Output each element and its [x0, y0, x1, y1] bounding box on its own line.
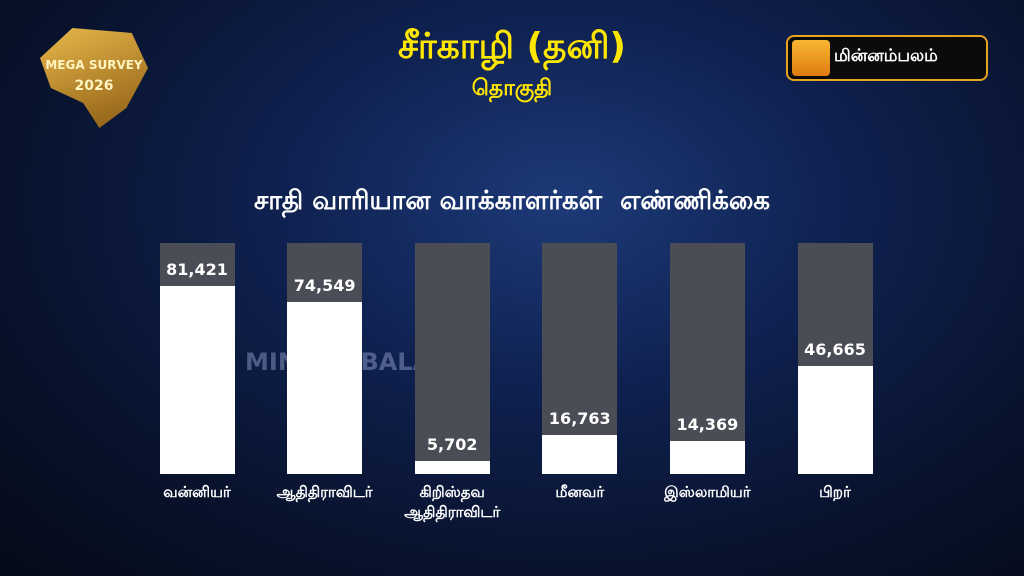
bar — [797, 366, 873, 474]
category-label: வன்னியர் — [163, 483, 231, 501]
category-label: பிறர் — [819, 483, 851, 501]
chart-title: சீர்காழி (தனி) — [398, 26, 626, 67]
bar — [159, 285, 235, 474]
value-label: 14,369 — [676, 414, 739, 434]
bar — [287, 301, 363, 474]
logo-icon — [792, 40, 830, 76]
bar — [542, 435, 618, 474]
value-label: 81,421 — [166, 259, 228, 279]
badge-text: MEGA SURVEY — [45, 58, 143, 72]
bar-track — [414, 243, 490, 474]
bar — [414, 460, 490, 474]
category-label: மீனவர் — [555, 483, 605, 501]
bar — [669, 440, 745, 474]
value-label: 74,549 — [293, 275, 356, 295]
value-label: 5,702 — [426, 434, 478, 454]
category-label: ஆதிதிராவிடர் — [276, 483, 373, 501]
value-label: 46,665 — [804, 340, 866, 360]
category-label: இஸ்லாமியர் — [664, 483, 751, 501]
chart-heading: சாதி வாரியான வாக்காளர்கள் எண்ணிக்கை — [253, 186, 771, 216]
category-label: கிறிஸ்தவ ஆதிதிராவிடர் — [404, 483, 501, 521]
chart-subtitle: தொகுதி — [471, 76, 553, 101]
logo-text: மின்னம்பலம் — [834, 46, 938, 66]
bar-track — [669, 243, 745, 474]
value-label: 16,763 — [548, 409, 611, 429]
badge-year: 2026 — [74, 78, 114, 94]
